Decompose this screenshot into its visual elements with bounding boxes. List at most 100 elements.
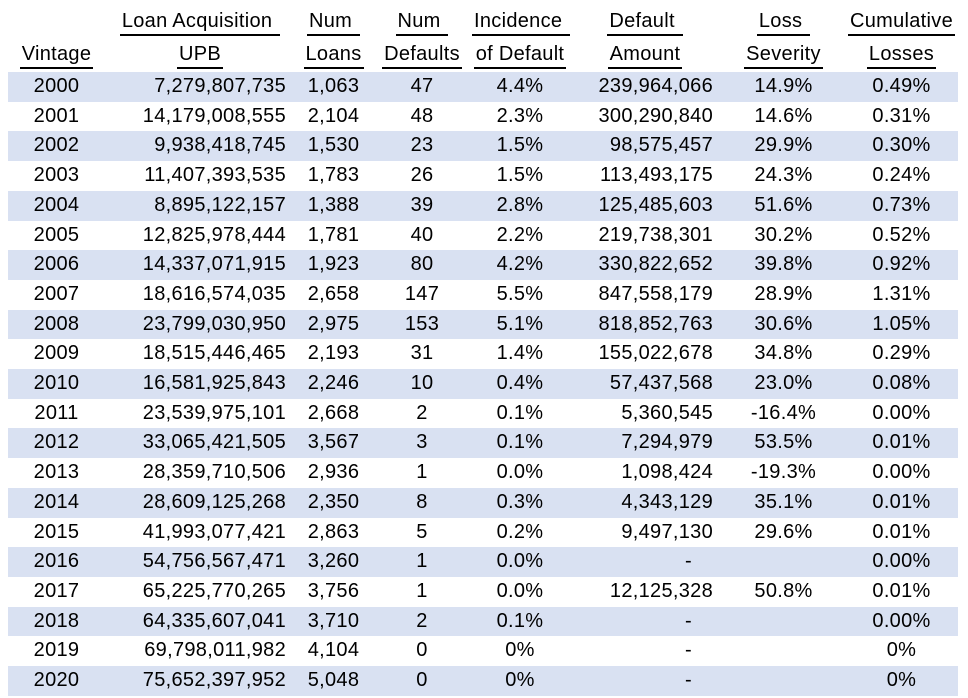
table-row-2003: 2003 11,407,393,535 1,783 26 1.5% 113,493,175… bbox=[8, 161, 958, 191]
cell-loss-severity: 34.8% bbox=[754, 342, 813, 365]
table-row-2006: 2006 14,337,071,915 1,923 80 4.2% 330,822,652… bbox=[8, 250, 958, 280]
table-row-2013: 2013 28,359,710,506 2,936 1 0.0% 1,098,424 -19… bbox=[8, 458, 958, 488]
cell-default-amount: 1,098,424 bbox=[621, 461, 713, 484]
cell-num-loans: 1,388 bbox=[295, 190, 372, 221]
cell-vintage: 2008 bbox=[8, 309, 105, 340]
header-label: of Default bbox=[473, 43, 567, 69]
header-default-amount-line1: Default bbox=[568, 7, 722, 36]
cell-upb: 14,337,071,915 bbox=[105, 250, 295, 280]
cell-vintage: 2007 bbox=[33, 282, 80, 305]
cell-num-loans: 2,246 bbox=[295, 369, 372, 399]
header-cumulative-line1: Cumulative bbox=[845, 7, 958, 36]
cell-cumulative: 0.73% bbox=[845, 190, 958, 221]
cell-vintage: 2001 bbox=[33, 104, 80, 127]
cell-num-defaults: 0 bbox=[416, 639, 428, 662]
cell-num-defaults: 23 bbox=[372, 131, 472, 162]
cell-default-amount: 113,493,175 bbox=[599, 164, 713, 187]
cell-cumulative: 0.01% bbox=[872, 520, 931, 543]
cell-num-loans: 2,658 bbox=[307, 282, 360, 305]
header-loss-severity-line2: Severity bbox=[722, 36, 845, 72]
cell-vintage: 2019 bbox=[33, 639, 80, 662]
cell-vintage: 2009 bbox=[33, 342, 80, 365]
cell-vintage: 2004 bbox=[8, 190, 105, 221]
cell-default-amount: 300,290,840 bbox=[598, 104, 713, 127]
cell-incidence: 0.0% bbox=[472, 547, 568, 577]
table-row-2017: 2017 65,225,770,265 3,756 1 0.0% 12,125,328 50… bbox=[8, 577, 958, 607]
cell-incidence: 2.3% bbox=[496, 104, 544, 127]
cell-loss-severity: 39.8% bbox=[722, 250, 845, 280]
cell-num-loans: 2,104 bbox=[307, 104, 360, 127]
cell-loss-severity bbox=[722, 666, 845, 696]
cell-cumulative: 1.31% bbox=[872, 282, 931, 305]
header-label: Loans bbox=[303, 43, 364, 69]
cell-vintage: 2011 bbox=[34, 401, 79, 424]
cell-upb: 7,279,807,735 bbox=[105, 72, 295, 102]
cell-loss-severity: 35.1% bbox=[722, 487, 845, 518]
cell-num-loans: 2,936 bbox=[307, 461, 360, 484]
cell-incidence: 0.2% bbox=[496, 520, 544, 543]
cell-loss-severity: 24.3% bbox=[754, 164, 813, 187]
cell-incidence: 0.1% bbox=[496, 401, 544, 424]
cell-loss-severity: 30.2% bbox=[754, 223, 813, 246]
cell-cumulative: 0.30% bbox=[845, 131, 958, 162]
cell-incidence: 0.4% bbox=[472, 369, 568, 399]
header-num-loans-line1: Num bbox=[295, 7, 372, 36]
table-row-2004: 2004 8,895,122,157 1,388 39 2.8% 125,485,603 5… bbox=[8, 190, 958, 221]
header-label: Defaults bbox=[382, 43, 462, 69]
cell-incidence: 0% bbox=[505, 639, 535, 662]
cell-upb: 12,825,978,444 bbox=[142, 223, 286, 246]
header-label: Incidence bbox=[472, 10, 571, 36]
cell-upb: 11,407,393,535 bbox=[144, 164, 286, 187]
cell-default-amount: 818,852,763 bbox=[568, 309, 722, 340]
cell-default-amount: 4,343,129 bbox=[568, 487, 722, 518]
cell-cumulative: 0% bbox=[886, 639, 917, 662]
cell-default-amount: 57,437,568 bbox=[568, 369, 722, 399]
cell-loss-severity bbox=[722, 606, 845, 637]
cell-num-defaults: 147 bbox=[404, 282, 440, 305]
cell-num-loans: 2,975 bbox=[295, 309, 372, 340]
cell-cumulative: 0.29% bbox=[872, 342, 931, 365]
cell-cumulative: 0.01% bbox=[845, 428, 958, 459]
header-vintage-line2: Vintage bbox=[8, 36, 105, 72]
header-upb-line2: UPB bbox=[105, 36, 295, 72]
cell-default-amount: 155,022,678 bbox=[598, 342, 713, 365]
cell-incidence: 4.2% bbox=[472, 250, 568, 280]
table-row-2020: 2020 75,652,397,952 5,048 0 0% -0% bbox=[8, 666, 958, 696]
table-row-2009: 2009 18,515,446,465 2,193 31 1.4% 155,022,678… bbox=[8, 339, 958, 369]
cell-vintage: 2013 bbox=[33, 461, 80, 484]
cell-vintage: 2015 bbox=[33, 520, 80, 543]
cell-num-loans: 3,260 bbox=[295, 547, 372, 577]
cell-default-amount: 5,360,545 bbox=[621, 401, 713, 424]
cell-upb: 75,652,397,952 bbox=[105, 666, 295, 696]
cell-num-defaults: 0 bbox=[372, 666, 472, 696]
cell-incidence: 0.0% bbox=[496, 579, 544, 602]
cell-cumulative: 0% bbox=[845, 666, 958, 696]
cell-upb: 28,609,125,268 bbox=[105, 487, 295, 518]
cell-upb: 65,225,770,265 bbox=[142, 579, 286, 602]
cell-loss-severity: 53.5% bbox=[722, 428, 845, 459]
cell-upb: 28,359,710,506 bbox=[142, 461, 286, 484]
cell-upb: 14,179,008,555 bbox=[142, 104, 286, 127]
cell-num-defaults: 5 bbox=[416, 520, 428, 543]
cell-default-amount: 7,294,979 bbox=[568, 428, 722, 459]
cell-incidence: 1.4% bbox=[496, 342, 544, 365]
cell-cumulative: 0.00% bbox=[845, 606, 958, 637]
cell-vintage: 2005 bbox=[33, 223, 80, 246]
cell-num-defaults: 1 bbox=[416, 461, 428, 484]
cell-num-loans: 5,048 bbox=[295, 666, 372, 696]
cell-incidence: 0.0% bbox=[496, 461, 544, 484]
header-label: Num bbox=[307, 10, 360, 36]
cell-loss-severity bbox=[722, 636, 845, 666]
header-incidence-line1: Incidence bbox=[472, 7, 571, 36]
cell-incidence: 5.1% bbox=[472, 309, 568, 340]
cell-cumulative: 0.00% bbox=[845, 547, 958, 577]
table-row-2014: 2014 28,609,125,268 2,350 8 0.3% 4,343,129 35.… bbox=[8, 487, 958, 518]
cell-upb: 33,065,421,505 bbox=[105, 428, 295, 459]
table-header: Loan Acquisition Num Num Incidence Defau… bbox=[8, 7, 958, 72]
table-row-2015: 2015 41,993,077,421 2,863 5 0.2% 9,497,130 29.… bbox=[8, 518, 958, 548]
cell-loss-severity: 50.8% bbox=[754, 579, 813, 602]
cell-default-amount: 9,497,130 bbox=[621, 520, 713, 543]
cell-num-loans: 1,783 bbox=[307, 164, 360, 187]
cell-loss-severity: -19.3% bbox=[750, 461, 817, 484]
cell-loss-severity: 30.6% bbox=[722, 309, 845, 340]
